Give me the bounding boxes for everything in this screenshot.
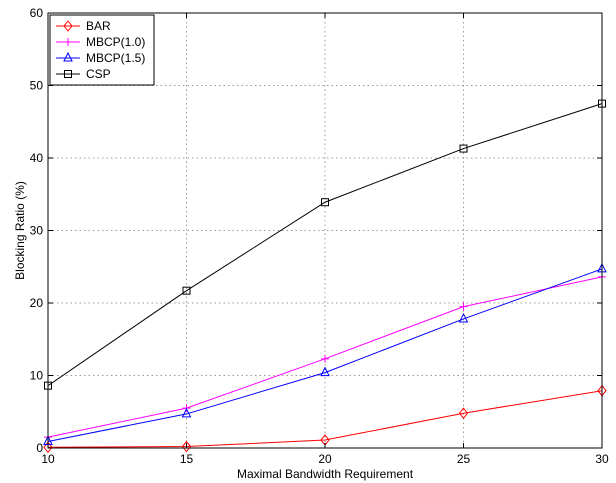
x-tick-label: 10 <box>41 452 55 466</box>
series-line-bar <box>47 390 603 448</box>
data-point-bar <box>181 440 192 453</box>
series-csp <box>44 99 606 390</box>
legend-item: CSP <box>56 67 111 81</box>
legend-item: MBCP(1.0) <box>56 35 145 49</box>
x-tick-label: 30 <box>595 452 609 466</box>
legend-label: MBCP(1.5) <box>86 51 145 65</box>
data-point-mbcp-1-0 <box>321 354 329 363</box>
legend-item: MBCP(1.5) <box>56 51 145 65</box>
data-point-mbcp-1-5 <box>458 312 469 323</box>
y-tick-label: 30 <box>30 224 44 238</box>
data-point-bar <box>458 407 469 420</box>
legend-marker <box>64 38 72 46</box>
series-line-csp <box>47 103 603 387</box>
legend-label: BAR <box>86 19 111 33</box>
data-point-csp <box>182 286 191 295</box>
data-point-mbcp-1-5 <box>181 407 192 418</box>
grid-lines <box>48 13 602 448</box>
y-tick-label: 50 <box>30 79 44 93</box>
legend-marker <box>63 51 73 62</box>
data-point-bar <box>43 441 53 454</box>
y-tick-label: 40 <box>30 151 44 165</box>
y-tick-label: 20 <box>30 296 44 310</box>
series-layer <box>43 99 607 454</box>
data-point-csp <box>321 198 329 207</box>
legend-marker <box>63 20 73 32</box>
y-tick-label: 0 <box>36 441 43 455</box>
data-point-mbcp-1-5 <box>320 366 330 377</box>
y-tick-label: 10 <box>30 369 44 383</box>
x-tick-label: 15 <box>180 452 194 466</box>
data-point-csp <box>459 144 468 153</box>
series-mbcp-1-5 <box>43 262 607 445</box>
x-tick-label: 25 <box>457 452 471 466</box>
y-tick-label: 60 <box>30 6 44 20</box>
legend-marker <box>64 70 72 78</box>
x-tick-label: 20 <box>318 452 332 466</box>
legend: BAR MBCP(1.0) MBCP(1.5) CSP <box>49 14 155 86</box>
series-line-mbcp-1-5 <box>47 268 603 442</box>
x-axis-label: Maximal Bandwidth Requirement <box>237 467 414 481</box>
legend-label: MBCP(1.0) <box>86 35 145 49</box>
legend-item: BAR <box>56 19 111 33</box>
y-axis-label: Blocking Ratio (%) <box>13 181 27 280</box>
legend-label: CSP <box>86 67 111 81</box>
data-point-mbcp-1-0 <box>459 302 468 311</box>
legend-box <box>49 14 155 86</box>
